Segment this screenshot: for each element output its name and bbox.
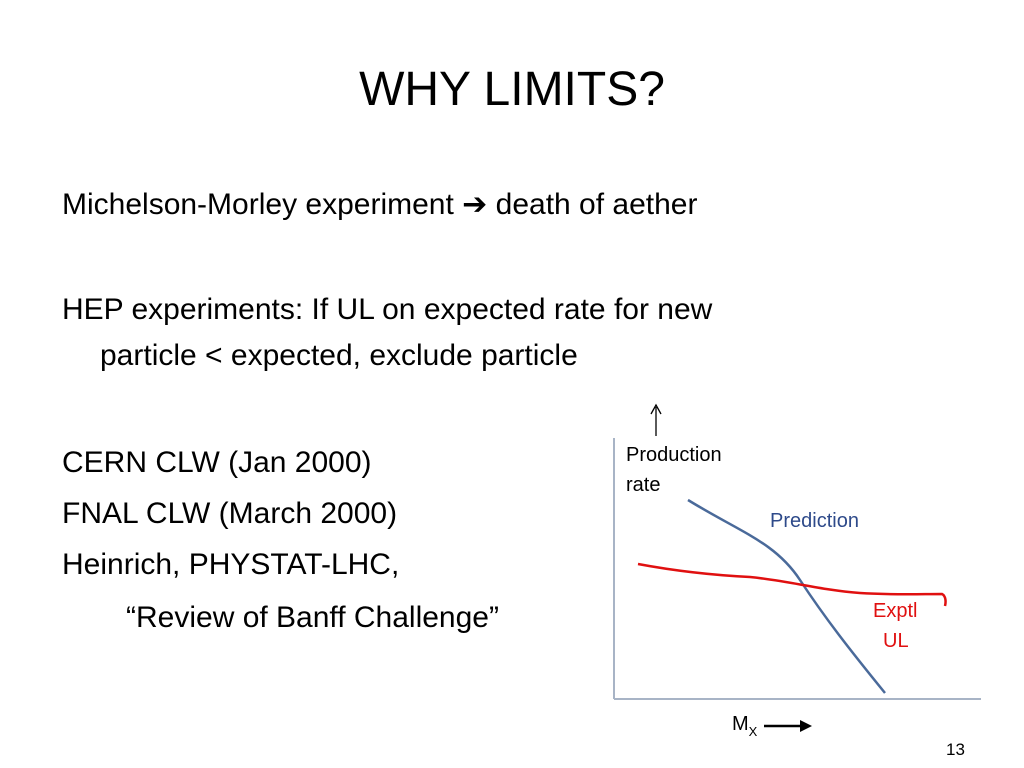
y-axis-label-line1: Production bbox=[626, 444, 722, 466]
bullet-michelson: Michelson-Morley experiment ➔ death of a… bbox=[62, 185, 697, 225]
ref-heinrich: Heinrich, PHYSTAT-LHC, bbox=[62, 548, 400, 581]
aether-text: death of aether bbox=[495, 188, 698, 221]
michelson-text: Michelson-Morley experiment bbox=[62, 188, 454, 221]
ul-label-line1: Exptl bbox=[873, 600, 917, 622]
prediction-label: Prediction bbox=[770, 510, 859, 532]
hep-line-2: particle < expected, exclude particle bbox=[100, 339, 578, 372]
x-axis-label: MX bbox=[732, 713, 758, 739]
x-axis-label-main: M bbox=[732, 713, 749, 735]
right-arrow-icon: ➔ bbox=[462, 188, 488, 221]
ul-curve bbox=[637, 562, 947, 607]
slide-title: WHY LIMITS? bbox=[359, 63, 665, 116]
hep-line-1: HEP experiments: If UL on expected rate … bbox=[62, 293, 713, 326]
x-arrow-head-icon bbox=[800, 720, 812, 732]
ul-label-line2: UL bbox=[883, 630, 909, 652]
y-arrow-head-icon bbox=[650, 403, 662, 415]
x-axis-label-sub: X bbox=[749, 724, 758, 739]
ref-cern: CERN CLW (Jan 2000) bbox=[62, 446, 372, 479]
page-number: 13 bbox=[946, 740, 965, 759]
ref-fnal: FNAL CLW (March 2000) bbox=[62, 497, 398, 530]
ref-review: “Review of Banff Challenge” bbox=[126, 601, 499, 634]
prediction-curve bbox=[687, 498, 886, 694]
y-axis-label-line2: rate bbox=[626, 474, 660, 496]
